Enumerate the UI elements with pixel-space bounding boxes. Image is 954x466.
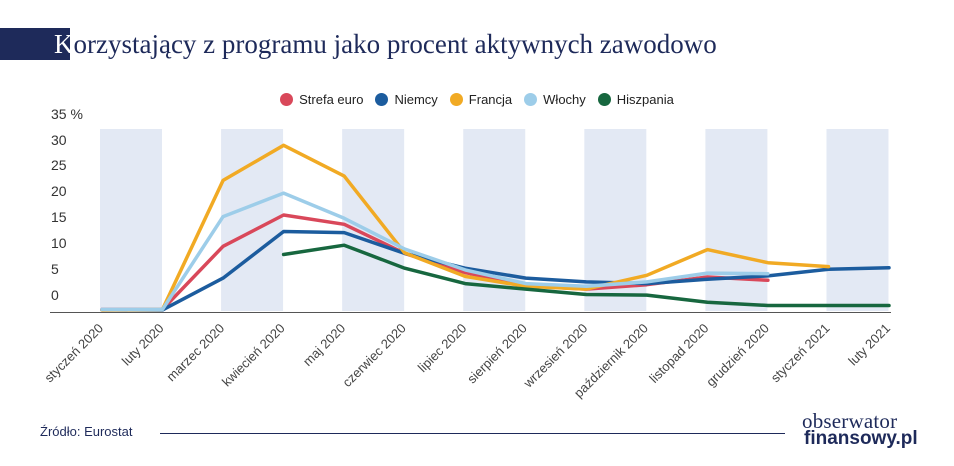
legend-label: Niemcy — [394, 92, 438, 107]
series-line-francja — [100, 143, 831, 312]
title-text: orzystający z programu jako procent akty… — [73, 29, 717, 59]
legend-dot-icon — [449, 93, 463, 106]
x-tick-label: czerwiec 2020 — [339, 321, 408, 390]
legend-dot-icon — [280, 93, 294, 106]
band-4 — [342, 129, 405, 311]
series-line-włochy — [100, 191, 770, 312]
y-tick-label: 20 — [51, 183, 67, 199]
x-tick-label: luty 2021 — [845, 321, 893, 369]
legend: Strefa euro Niemcy Francja Włochy Hiszpania — [0, 92, 954, 109]
legend-item: Niemcy — [375, 92, 438, 107]
chart-title: Korzystający z programu jako procent akt… — [54, 27, 717, 61]
legend-label: Włochy — [543, 92, 586, 107]
brand-logo: obserwator finansowy.pl — [802, 409, 918, 449]
y-tick-label: 30 — [51, 132, 67, 148]
legend-dot-icon — [524, 93, 538, 106]
x-tick-label: maj 2020 — [300, 321, 348, 369]
legend-dot-icon — [597, 93, 611, 106]
x-tick-label: sierpień 2020 — [464, 321, 530, 387]
band-0 — [100, 129, 162, 311]
x-tick-label: styczeń 2021 — [768, 321, 833, 386]
logo-line-1: obserwator — [802, 409, 898, 433]
legend-item: Włochy — [524, 92, 586, 107]
series-line-niemcy — [100, 229, 891, 312]
source-note: Źródło: Eurostat — [40, 424, 133, 439]
title-accent-bar — [0, 28, 70, 60]
legend-label: Francja — [468, 92, 513, 107]
title-initial: K — [54, 29, 74, 59]
legend-label: Hiszpania — [616, 92, 674, 107]
legend-dot-icon — [375, 93, 389, 106]
x-tick-label: listopad 2020 — [646, 321, 711, 386]
y-tick-label: 35 % — [51, 106, 83, 122]
band-12 — [826, 129, 889, 311]
series-line-hiszpania — [281, 243, 891, 308]
legend-label: Strefa euro — [299, 92, 364, 107]
source-divider — [160, 433, 785, 434]
y-tick-label: 5 — [51, 261, 59, 277]
y-tick-label: 10 — [51, 235, 67, 251]
y-tick-label: 25 — [51, 157, 67, 173]
x-tick-label: kwiecień 2020 — [219, 321, 288, 390]
legend-item: Hiszpania — [597, 92, 674, 107]
y-tick-label: 0 — [51, 287, 59, 303]
y-tick-label: 15 — [51, 209, 67, 225]
logo-line-2: finansowy.pl — [804, 428, 918, 449]
x-tick-label: grudzień 2020 — [703, 321, 772, 390]
band-10 — [705, 129, 768, 311]
x-tick-label: marzec 2020 — [163, 321, 227, 385]
x-tick-label: styczeń 2020 — [41, 321, 106, 386]
x-tick-label: lipiec 2020 — [415, 321, 470, 376]
x-tick-label: luty 2020 — [119, 321, 167, 369]
legend-item: Strefa euro — [280, 92, 363, 107]
legend-item: Francja — [449, 92, 513, 107]
